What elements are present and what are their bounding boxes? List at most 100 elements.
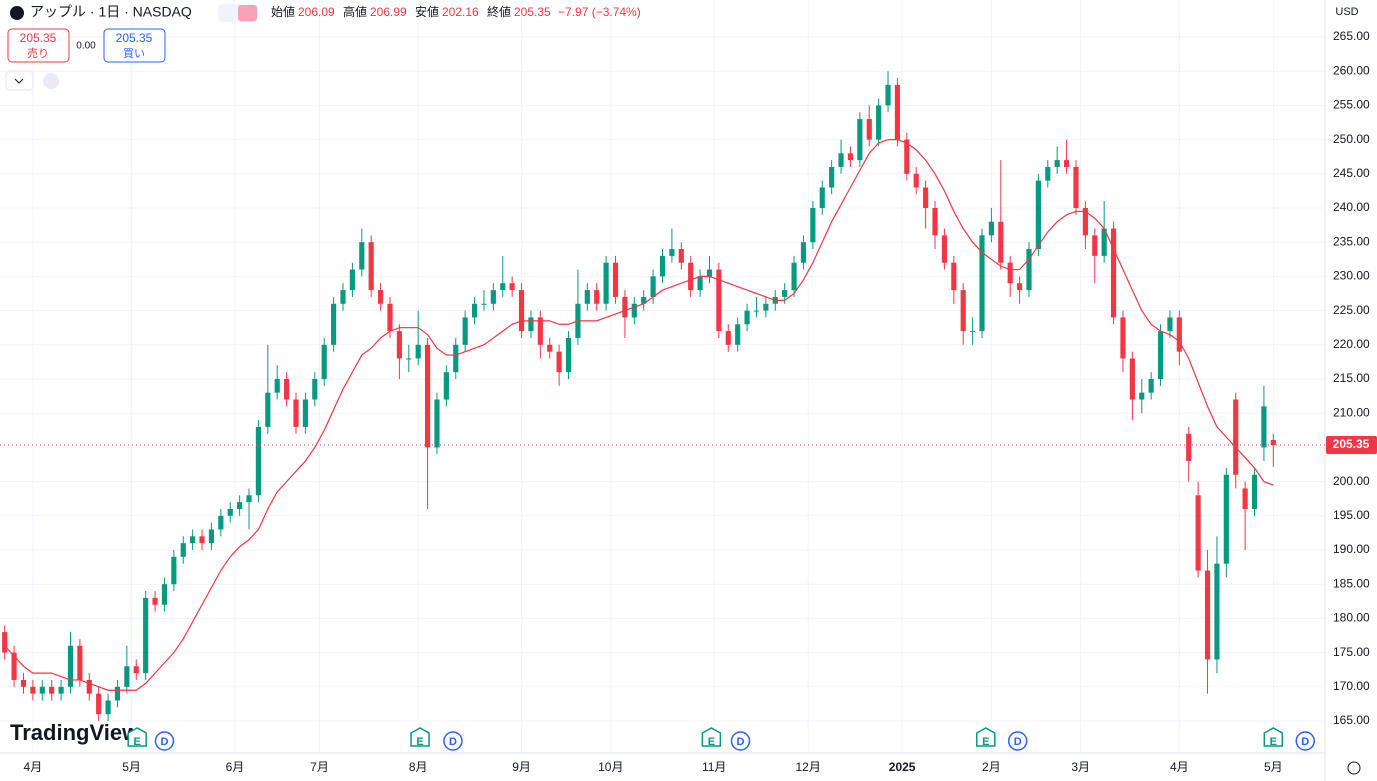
candle-body (340, 290, 346, 304)
candle-body (302, 399, 308, 427)
event-label: E (416, 736, 423, 748)
refresh-button[interactable] (43, 73, 59, 89)
candle-body (1073, 166, 1079, 208)
candle-body (124, 666, 130, 687)
candle-body (970, 331, 976, 333)
chevron (14, 78, 24, 84)
candle-body (462, 317, 468, 345)
candle-body (904, 139, 910, 174)
candle-body (415, 344, 421, 359)
candle-body (500, 283, 506, 291)
candle-body (39, 686, 45, 694)
buy-button[interactable] (103, 28, 166, 63)
candle-body (77, 645, 83, 680)
candle-body (960, 290, 966, 332)
x-tick-label: 2025 (889, 760, 916, 774)
candle-body (706, 269, 713, 277)
candle-body (876, 105, 882, 140)
y-tick-label: 240.00 (1333, 200, 1370, 214)
candle-body (11, 652, 17, 680)
symbol: アップル · 1日 · NASDAQ (30, 4, 192, 20)
collapse-button[interactable] (5, 70, 34, 91)
x-tick-label: 9月 (512, 760, 531, 774)
y-tick-label: 165.00 (1333, 713, 1370, 727)
candle-body (565, 337, 572, 373)
event-label: D (1301, 736, 1309, 748)
open-value: 206.09 (298, 5, 335, 19)
candle-body (424, 344, 431, 448)
high-label: 高値 (343, 4, 367, 19)
candle-body (1063, 160, 1070, 167)
candle-body (293, 399, 299, 427)
candle-body (58, 686, 64, 694)
y-tick-label: 180.00 (1333, 611, 1370, 625)
candle-body (1270, 439, 1276, 446)
y-tick-label: 225.00 (1333, 303, 1370, 317)
x-tick-label: 7月 (310, 760, 329, 774)
candle-body (744, 310, 750, 325)
candle-body (199, 536, 205, 544)
y-tick-label: 190.00 (1333, 542, 1370, 556)
candle-body (819, 187, 825, 208)
candle-body (847, 153, 854, 161)
candle-body (1242, 488, 1248, 509)
x-tick-label: 10月 (598, 760, 623, 774)
candle-body (866, 119, 872, 140)
candle-body (1054, 160, 1060, 167)
candle-body (396, 331, 402, 359)
y-tick-label: 200.00 (1333, 474, 1370, 488)
candle-body (791, 262, 797, 291)
plot (0, 71, 1325, 721)
y-tick-label: 215.00 (1333, 371, 1370, 385)
candle-body (218, 515, 224, 530)
last-price-tag (1326, 436, 1377, 455)
candle-body (331, 303, 337, 345)
x-tick-label: 11月 (702, 760, 726, 774)
candle-body (2, 632, 8, 653)
candle-body (641, 296, 647, 304)
y-tick-label: 210.00 (1333, 405, 1370, 419)
x-tick-label: 6月 (226, 760, 245, 774)
y-tick-label: 230.00 (1333, 269, 1370, 283)
toggle-active[interactable] (238, 5, 257, 21)
candle-body (133, 666, 139, 674)
candle-body (190, 536, 196, 544)
y-tick-label: 170.00 (1333, 679, 1370, 693)
event-label: E (134, 736, 141, 748)
candle-body (227, 508, 233, 516)
settings[interactable] (1347, 761, 1361, 775)
y-tick-label: 175.00 (1333, 645, 1370, 659)
event-marker (701, 727, 722, 747)
candle-body (67, 645, 74, 687)
candle-body (1261, 406, 1267, 448)
candle-body (453, 344, 459, 373)
candle-body (265, 392, 271, 427)
sell-button[interactable] (7, 28, 70, 63)
candle-body (1157, 331, 1164, 379)
candle-body (622, 296, 628, 318)
candle-body (1195, 495, 1201, 571)
candle-body (1092, 235, 1098, 256)
candle-body (951, 262, 957, 291)
candle-body (105, 700, 111, 715)
candle-body (725, 331, 731, 345)
candle-body (1045, 166, 1051, 181)
grid (0, 0, 1325, 753)
event-label: D (160, 736, 168, 748)
candle-body (359, 242, 365, 270)
open-label: 始値 (271, 4, 295, 19)
event-marker (1007, 731, 1028, 751)
y-tick-label: 245.00 (1333, 166, 1370, 180)
candle-body (988, 221, 994, 236)
candle-body (114, 686, 121, 701)
candle-body (1026, 249, 1032, 291)
event-marker (730, 731, 751, 751)
apple-logo (10, 6, 24, 20)
candle-body (490, 290, 496, 304)
candle-body (923, 187, 929, 208)
candle-body (678, 249, 684, 263)
candle-body (20, 679, 27, 687)
candle-body (378, 290, 384, 304)
candle-body (979, 235, 985, 332)
